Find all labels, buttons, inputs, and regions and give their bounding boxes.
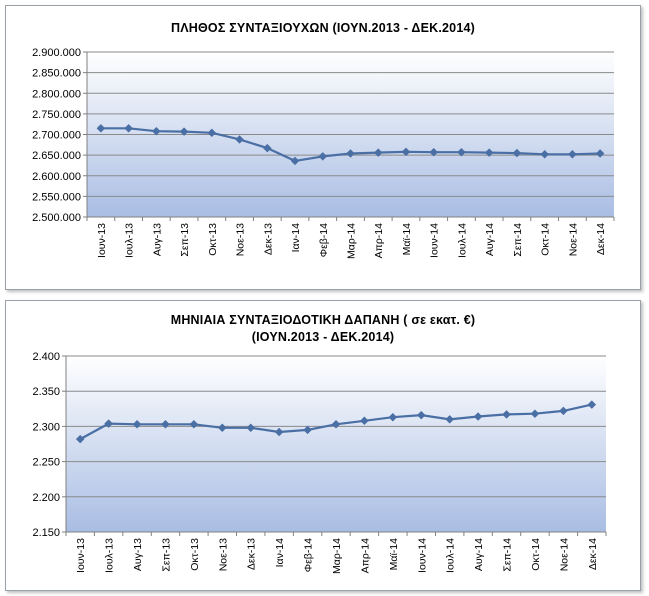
data-point-marker [331,419,341,429]
data-point-marker [96,123,106,133]
data-point-marker [373,148,383,158]
data-point-marker [416,410,426,420]
data-point-marker [303,425,312,435]
plot-area [66,356,606,532]
data-point-marker [179,127,189,136]
data-point-marker [445,415,455,424]
x-tick-label: Αυγ-13 [132,538,144,571]
data-point-marker [104,419,113,428]
data-point-marker [132,419,142,429]
x-tick-label: Αυγ-14 [484,223,496,256]
pensioners-chart-plot: 2.500.000 2.550.000 2.600.000 2.650.000 2.70… [32,47,615,259]
y-tick-label: 2.250 [32,457,60,469]
x-tick-label: Ιουν-14 [416,538,428,573]
data-point-marker [512,148,522,158]
pensioners-chart-title: ΠΛΗΘΟΣ ΣΥΝΤΑΞΙΟΥΧΩΝ (ΙΟΥΝ.2013 - ΔΕΚ.201… [171,21,475,35]
x-tick-label: Απρ-14 [373,223,385,259]
x-tick-label: Φεβ-14 [303,538,315,572]
data-point-marker [502,410,511,419]
data-point-marker [346,149,355,158]
data-point-marker [473,412,483,421]
x-tick-label: Μαρ-14 [331,538,343,574]
y-tick-label: 2.900.000 [32,47,81,59]
y-tick-label: 2.200 [32,492,60,504]
x-tick-label: Φεβ-14 [318,223,330,257]
x-tick-label: Αυγ-14 [473,538,485,571]
data-point-marker [360,416,369,426]
x-tick-label: Ιουν-13 [75,538,87,573]
x-tick-label: Δεκ-14 [587,538,599,570]
y-tick-label: 2.600.000 [32,171,81,183]
y-tick-label: 2.850.000 [32,68,81,80]
x-tick-label: Νοε-13 [217,538,229,571]
x-tick-label: Σεπ-13 [179,223,191,257]
data-point-marker [151,126,161,136]
x-tick-label: Ιαν-14 [274,538,286,568]
x-tick-label: Αυγ-13 [151,223,163,256]
expenditure-chart-title-line2: (ΙΟΥΝ.2013 - ΔΕΚ.2014) [251,330,395,344]
y-tick-label: 2.150 [32,527,60,539]
x-tick-label: Μαϊ-14 [401,223,413,255]
x-tick-label: Οκτ-13 [189,538,201,571]
data-point-marker [274,427,284,437]
y-tick-label: 2.350 [32,386,60,398]
pensioners-chart: ΠΛΗΘΟΣ ΣΥΝΤΑΞΙΟΥΧΩΝ (ΙΟΥΝ.2013 - ΔΕΚ.201… [5,5,641,290]
y-tick-label: 2.750.000 [32,109,81,121]
expenditure-chart-title-line1: ΜΗΝΙΑΙΑ ΣΥΝΤΑΞΙΟΔΟΤΙΚΗ ΔΑΠΑΝΗ ( σε εκατ.… [170,313,476,327]
x-tick-label: Ιουλ-14 [445,538,457,573]
data-point-marker [540,149,550,159]
data-point-marker [124,123,133,133]
data-point-marker [587,400,597,409]
y-tick-label: 2.300 [32,421,60,433]
data-point-marker [189,419,199,429]
data-point-marker [207,128,217,138]
data-point-marker [246,423,256,433]
x-tick-label: Νοε-14 [567,223,579,256]
y-tick-label: 2.550.000 [32,191,81,203]
x-tick-label: Μαϊ-14 [388,538,400,570]
data-point-marker [217,423,227,433]
x-tick-label: Δεκ-14 [595,223,607,255]
x-tick-label: Ιαν-14 [290,223,302,253]
data-point-marker [388,412,398,422]
x-tick-label: Νοε-13 [235,223,247,256]
data-point-marker [290,156,300,166]
expenditure-chart-plot: 2.150 2.200 2.250 2.300 2.350 2.400 Ιουν-13 Ιου… [32,351,607,574]
data-point-marker [161,419,170,429]
y-tick-label: 2.500.000 [32,212,81,224]
y-tick-label: 2.700.000 [32,130,81,142]
x-tick-label: Δεκ-13 [246,538,258,570]
data-point-marker [530,409,540,419]
x-tick-label: Οκτ-13 [207,223,219,256]
x-tick-label: Νοε-14 [558,538,570,571]
y-tick-label: 2.400 [32,351,60,363]
x-tick-label: Σεπ-14 [502,538,514,572]
x-tick-label: Ιουλ-13 [124,223,136,258]
x-tick-label: Σεπ-13 [160,538,172,572]
x-tick-label: Ιουν-14 [429,223,441,258]
y-tick-label: 2.800.000 [32,88,81,100]
y-tick-label: 2.650.000 [32,150,81,162]
x-tick-label: Ιουλ-13 [104,538,116,573]
x-tick-label: Σεπ-14 [512,223,524,257]
data-point-marker [457,147,466,157]
x-tick-label: Μαρ-14 [346,223,358,259]
data-point-marker [262,143,272,153]
x-tick-label: Δεκ-13 [262,223,274,255]
x-tick-label: Απρ-14 [359,538,371,574]
data-point-marker [75,434,85,444]
x-tick-label: Ιουλ-14 [456,223,468,258]
expenditure-chart: ΜΗΝΙΑΙΑ ΣΥΝΤΑΞΙΟΔΟΤΙΚΗ ΔΑΠΑΝΗ ( σε εκατ.… [5,300,641,591]
x-tick-label: Οκτ-14 [530,538,542,571]
x-tick-label: Ιουν-13 [96,223,108,258]
data-point-marker [235,135,244,144]
data-point-marker [568,149,577,159]
data-point-marker [401,147,411,157]
data-point-marker [559,406,568,416]
data-point-marker [484,148,494,158]
data-point-marker [595,149,605,158]
data-point-marker [318,152,328,161]
x-tick-label: Οκτ-14 [540,223,552,256]
data-point-marker [429,147,439,157]
